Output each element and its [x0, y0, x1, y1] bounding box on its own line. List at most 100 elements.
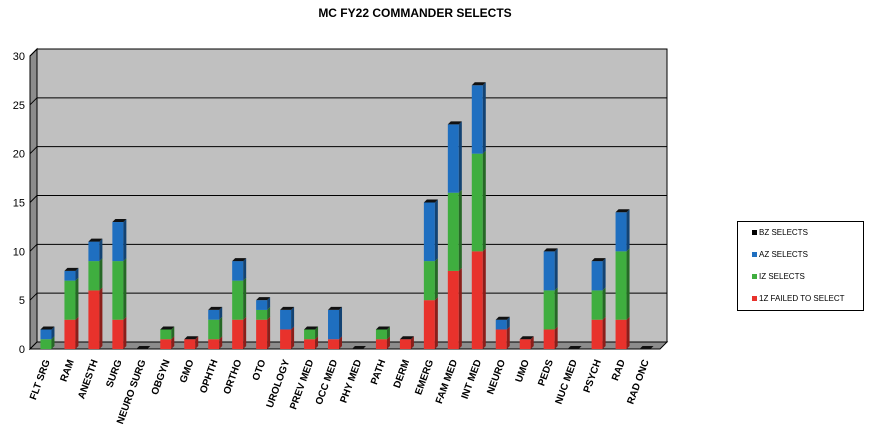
x-tick-label: GMO: [178, 358, 197, 384]
legend-swatch: [752, 252, 757, 258]
bar-side: [123, 316, 127, 349]
bar-side: [99, 258, 103, 291]
bar-5-1z-failed-to-select: [160, 339, 172, 349]
legend-swatch: [752, 296, 757, 302]
bar-side: [339, 306, 343, 340]
bar-side: [315, 336, 319, 349]
bar-18-iz-selects: [471, 153, 483, 252]
bar-side: [195, 336, 199, 349]
bar-side: [75, 277, 79, 320]
bar-top-19: [495, 316, 510, 320]
bar-2-iz-selects: [88, 261, 100, 291]
bar-top-15: [399, 336, 414, 340]
bar-15-1z-failed-to-select: [399, 339, 411, 349]
bar-11-1z-failed-to-select: [304, 339, 316, 349]
bar-side: [219, 306, 223, 320]
bar-side: [267, 316, 271, 349]
bar-14-iz-selects: [375, 329, 387, 340]
x-tick-label: DERM: [392, 358, 412, 389]
bar-23-az-selects: [591, 261, 603, 291]
bar-side: [530, 336, 534, 349]
bar-side: [386, 336, 390, 349]
bar-top-4: [136, 346, 151, 349]
bar-top-18: [471, 82, 486, 86]
bar-2-1z-failed-to-select: [88, 290, 100, 349]
bar-16-az-selects: [423, 202, 435, 262]
bar-side: [243, 258, 247, 281]
legend-swatch: [752, 230, 757, 236]
bar-9-1z-failed-to-select: [256, 319, 268, 349]
bar-top-23: [591, 258, 606, 262]
bar-top-5: [160, 326, 175, 330]
bar-1-iz-selects: [64, 280, 76, 320]
x-tick-label: PEDS: [536, 358, 556, 388]
y-tick-label: 15: [13, 198, 25, 210]
x-tick-label: PREV MED: [288, 358, 316, 411]
bar-18-1z-failed-to-select: [471, 251, 483, 349]
bar-10-az-selects: [280, 309, 292, 330]
y-tick-label: 0: [19, 344, 25, 356]
bar-side: [75, 316, 79, 349]
bar-23-iz-selects: [591, 290, 603, 320]
x-tick-label: FLT SRG: [28, 358, 53, 401]
bar-5-iz-selects: [160, 329, 172, 340]
bar-side: [219, 316, 223, 340]
bar-top-25: [639, 346, 654, 349]
bar-side: [123, 258, 127, 320]
bar-top-20: [519, 336, 534, 340]
legend-label: 1Z FAILED TO SELECT: [759, 294, 845, 303]
x-tick-label: RAD: [610, 358, 628, 382]
bar-top-7: [208, 306, 223, 310]
bar-top-24: [615, 209, 630, 213]
bar-24-1z-failed-to-select: [615, 319, 627, 349]
bar-side: [291, 306, 295, 330]
bar-side: [554, 326, 558, 349]
bar-12-1z-failed-to-select: [328, 339, 340, 349]
bar-9-az-selects: [256, 300, 268, 310]
x-tick-label: NUC MED: [554, 358, 580, 406]
y-tick-label: 5: [19, 295, 25, 307]
bar-3-1z-failed-to-select: [112, 319, 124, 349]
x-tick-label: OPHTH: [198, 358, 220, 395]
bar-12-az-selects: [328, 309, 340, 340]
bar-24-iz-selects: [615, 251, 627, 320]
bar-11-iz-selects: [304, 329, 316, 340]
bar-21-iz-selects: [543, 290, 555, 330]
bar-8-az-selects: [232, 261, 244, 281]
legend-item: 1Z FAILED TO SELECT: [752, 294, 845, 303]
bar-18-az-selects: [471, 85, 483, 154]
x-tick-label: PATH: [369, 358, 388, 386]
legend-swatch: [752, 274, 757, 280]
bar-side: [219, 336, 223, 349]
bar-17-az-selects: [447, 124, 459, 193]
chart-title: MC FY22 COMMANDER SELECTS: [318, 6, 512, 20]
bar-21-1z-failed-to-select: [543, 329, 555, 349]
bar-side: [171, 336, 175, 349]
bar-side: [243, 277, 247, 320]
legend-label: IZ SELECTS: [759, 272, 805, 281]
bar-side: [315, 326, 319, 340]
bar-side: [554, 248, 558, 291]
bar-8-iz-selects: [232, 280, 244, 320]
bar-top-8: [232, 258, 247, 262]
bar-side: [602, 258, 606, 291]
bar-16-1z-failed-to-select: [423, 300, 435, 349]
bar-side: [75, 267, 79, 281]
bar-side: [51, 336, 55, 349]
y-tick-label: 20: [13, 149, 25, 161]
bar-top-9: [256, 297, 271, 301]
bar-side: [506, 326, 510, 349]
bar-top-11: [304, 326, 319, 330]
bar-top-3: [112, 219, 127, 223]
bar-side: [410, 336, 414, 349]
bar-14-1z-failed-to-select: [375, 339, 387, 349]
bar-6-1z-failed-to-select: [184, 339, 196, 349]
bar-24-az-selects: [615, 212, 627, 252]
bar-side: [434, 297, 438, 349]
legend-item: AZ SELECTS: [752, 250, 808, 259]
bar-3-az-selects: [112, 222, 124, 262]
legend-label: AZ SELECTS: [759, 250, 808, 259]
bar-19-az-selects: [495, 319, 507, 330]
bar-7-az-selects: [208, 309, 220, 320]
